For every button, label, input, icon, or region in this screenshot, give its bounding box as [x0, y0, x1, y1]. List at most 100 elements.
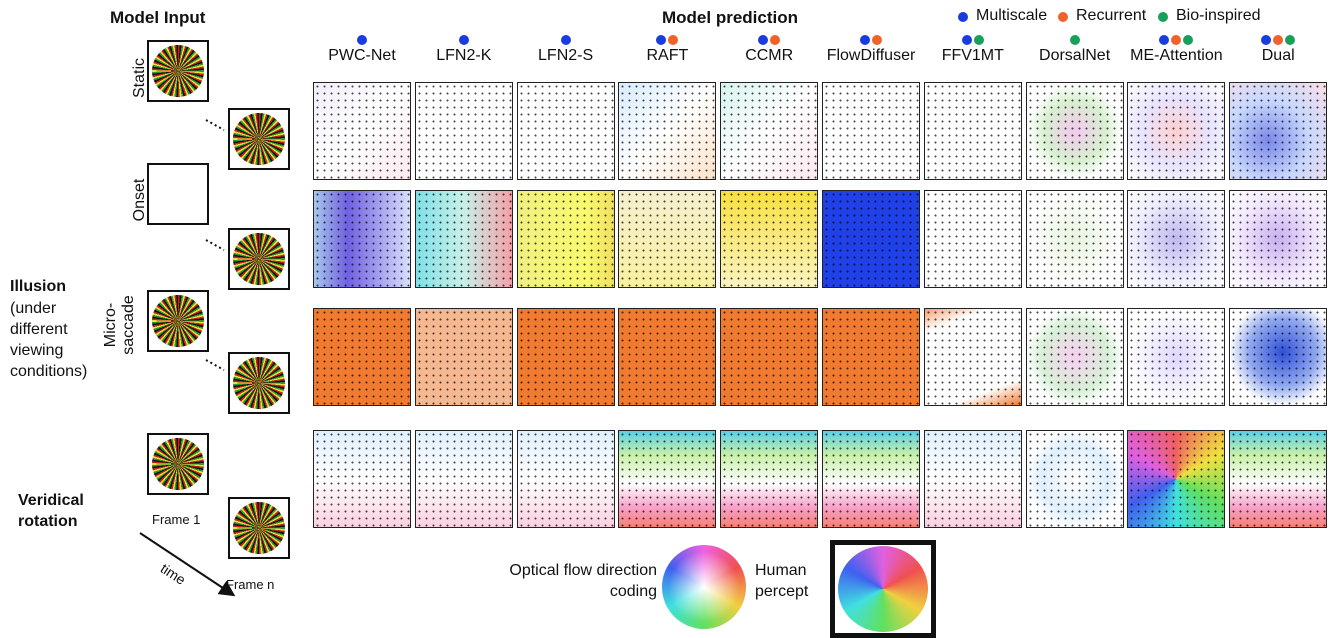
flow-vectors	[721, 431, 817, 527]
flow-vectors	[823, 309, 919, 405]
flow-vectors	[1128, 83, 1224, 179]
row-label-line: saccade	[120, 275, 138, 375]
flow-vectors	[823, 431, 919, 527]
flow-vectors	[721, 83, 817, 179]
human-label: Human percept	[755, 560, 825, 602]
flow-vectors	[619, 431, 715, 527]
flow-vectors	[1027, 83, 1123, 179]
stimulus-disc	[152, 295, 204, 347]
flow-vectors	[1128, 309, 1224, 405]
input-frame	[228, 228, 290, 290]
flow-vectors	[1230, 309, 1326, 405]
flow-panel	[924, 430, 1022, 528]
flow-vectors	[1027, 191, 1123, 287]
stimulus-disc	[233, 113, 285, 165]
stimulus-disc	[152, 438, 204, 490]
flow-vectors	[314, 431, 410, 527]
color-wheel	[662, 545, 746, 629]
flow-vectors	[619, 191, 715, 287]
row-label: Static	[118, 28, 162, 128]
flow-panel	[924, 190, 1022, 288]
input-frame	[228, 108, 290, 170]
legend-dot	[958, 12, 968, 22]
flow-panel	[924, 308, 1022, 406]
flow-vectors	[823, 83, 919, 179]
flow-panel	[1229, 308, 1327, 406]
flow-panel	[720, 190, 818, 288]
input-frame	[228, 352, 290, 414]
flow-coding-label: Optical flow direction coding	[505, 560, 657, 602]
flow-panel	[1127, 82, 1225, 180]
human-percept	[830, 540, 936, 638]
flow-panel	[415, 308, 513, 406]
flow-vectors	[823, 191, 919, 287]
flow-vectors	[518, 191, 614, 287]
flow-vectors	[518, 309, 614, 405]
flow-panel	[313, 190, 411, 288]
flow-panel	[517, 308, 615, 406]
stimulus-disc	[233, 502, 285, 554]
stimulus-disc	[233, 357, 285, 409]
illusion-title: Illusion	[10, 278, 66, 296]
illusion-note: (under different viewing conditions)	[10, 298, 110, 382]
row-label-line: Static	[131, 28, 149, 128]
legend-label: Multiscale	[976, 7, 1047, 25]
flow-panel	[924, 82, 1022, 180]
flow-vectors	[1027, 431, 1123, 527]
flow-panel	[822, 430, 920, 528]
flow-vectors	[314, 191, 410, 287]
tag-dot	[561, 35, 571, 45]
flow-vectors	[314, 309, 410, 405]
flow-panel	[822, 82, 920, 180]
frame-label: Frame n	[226, 577, 274, 592]
row-label: Onset	[118, 150, 162, 250]
flow-panel	[822, 190, 920, 288]
flow-vectors	[1128, 191, 1224, 287]
flow-panel	[1026, 430, 1124, 528]
flow-vectors	[1027, 309, 1123, 405]
flow-vectors	[721, 191, 817, 287]
flow-vectors	[416, 191, 512, 287]
tag-dot	[860, 35, 870, 45]
flow-panel	[517, 190, 615, 288]
flow-vectors	[1230, 431, 1326, 527]
flow-panel	[1127, 190, 1225, 288]
flow-vectors	[925, 431, 1021, 527]
flow-panel	[1229, 430, 1327, 528]
flow-vectors	[619, 83, 715, 179]
flow-vectors	[925, 309, 1021, 405]
flow-panel	[415, 430, 513, 528]
flow-panel	[313, 82, 411, 180]
tag-dot	[357, 35, 367, 45]
flow-vectors	[416, 83, 512, 179]
frame-label: Frame 1	[152, 512, 200, 527]
time-arrow	[140, 533, 232, 594]
flow-vectors	[1230, 83, 1326, 179]
flow-panel	[1127, 430, 1225, 528]
flow-panel	[415, 82, 513, 180]
tag-dot	[1070, 35, 1080, 45]
flow-panel	[1127, 308, 1225, 406]
veridical-title: Veridical rotation	[18, 490, 118, 532]
row-label-line: Onset	[131, 150, 149, 250]
flow-panel	[618, 308, 716, 406]
tag-dot	[459, 35, 469, 45]
tag-dot	[962, 35, 972, 45]
flow-panel	[720, 308, 818, 406]
input-frame	[147, 433, 209, 495]
flow-vectors	[619, 309, 715, 405]
flow-panel	[1229, 82, 1327, 180]
flow-vectors	[925, 83, 1021, 179]
flow-vectors	[416, 309, 512, 405]
flow-vectors	[518, 431, 614, 527]
flow-vectors	[314, 83, 410, 179]
percept-disc	[838, 546, 928, 632]
flow-panel	[618, 430, 716, 528]
flow-vectors	[1230, 191, 1326, 287]
flow-panel	[618, 82, 716, 180]
flow-panel	[313, 308, 411, 406]
flow-panel	[517, 430, 615, 528]
flow-panel	[415, 190, 513, 288]
flow-vectors	[416, 431, 512, 527]
legend-label: Bio-inspired	[1176, 7, 1260, 25]
